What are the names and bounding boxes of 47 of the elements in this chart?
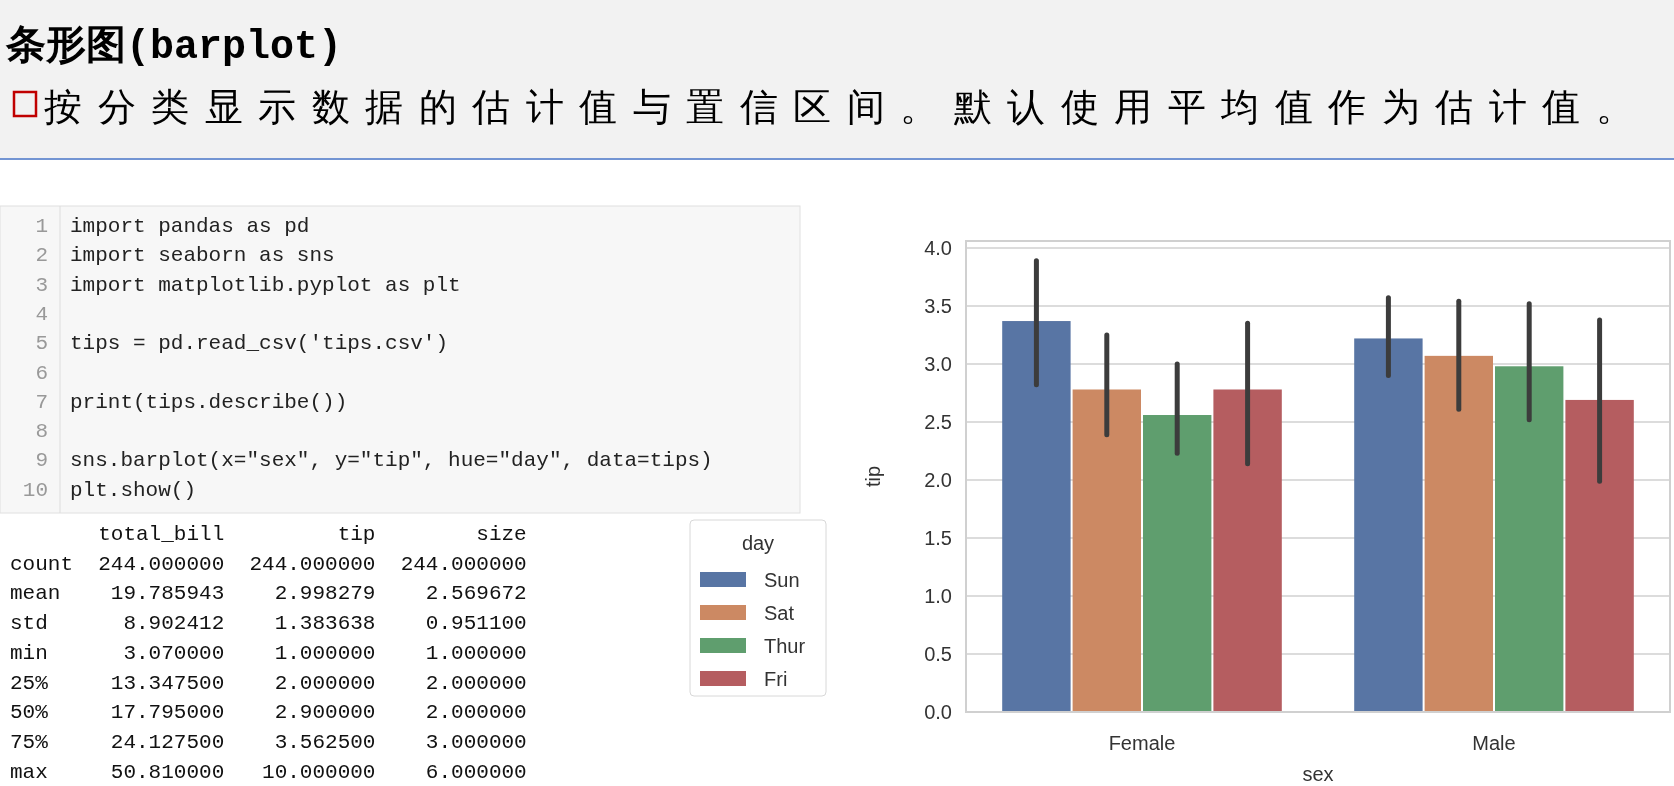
text: 10 plt.show(): [22, 478, 197, 502]
text: 3 import matplotlib.pyplot as plt: [35, 273, 461, 297]
bar: [1002, 321, 1071, 712]
x-tick-label: Female: [1108, 732, 1176, 754]
y-tick-label: 1.5: [924, 526, 952, 549]
text: 7 print(tips.describe()): [35, 390, 348, 414]
text: 2 import seaborn as sns: [35, 244, 335, 268]
text: 6: [35, 361, 48, 385]
chart-subtitle: 按分类显示数据的估计值与置信区间。默认使用平均值作为估计值。: [44, 86, 1634, 128]
text: 5 tips = pd.read_csv('tips.csv'): [35, 332, 449, 356]
text: max 50.810000 10.000000 6.000000: [10, 760, 527, 784]
text: total_bill tip size: [10, 523, 527, 546]
y-tick-label: 2.5: [924, 410, 952, 433]
bar: [1143, 415, 1212, 712]
text: min 3.070000 1.000000 1.000000: [10, 641, 527, 665]
y-tick-label: 4.0: [924, 236, 952, 259]
legend-label: Sun: [764, 569, 800, 591]
bar: [1565, 399, 1634, 712]
bar: [1354, 338, 1423, 712]
legend-label: Sat: [764, 602, 795, 624]
y-tick-label: 3.5: [924, 294, 952, 317]
text: 25% 13.347500 2.000000 2.000000: [10, 671, 527, 695]
legend-label: Thur: [764, 635, 806, 657]
y-tick-label: 0.0: [924, 701, 952, 723]
bar: [1495, 366, 1564, 712]
text: 75% 24.127500 3.562500 3.000000: [10, 730, 527, 754]
y-tick-label: 0.5: [924, 643, 952, 665]
legend-label: Fri: [764, 668, 788, 690]
text: mean 19.785943 2.998279 2.569672: [10, 582, 527, 606]
bar: [1072, 389, 1141, 712]
y-axis-title: tip: [862, 465, 884, 488]
text: 1 import pandas as pd: [35, 215, 310, 238]
bar: [1424, 355, 1493, 712]
text: std 8.902412 1.383638 0.951100: [10, 612, 527, 636]
legend-title: day: [741, 532, 775, 554]
y-tick-label: 2.0: [924, 468, 952, 491]
text: 4: [35, 302, 48, 326]
bar: [1213, 389, 1282, 712]
text: count 244.000000 244.000000 244.000000: [10, 552, 527, 576]
y-tick-label: 3.0: [924, 352, 952, 375]
x-axis-title: sex: [1302, 763, 1334, 785]
text: 9 sns.barplot(x="sex", y="tip", hue="day", data=tips): [35, 449, 713, 473]
text: 8: [35, 420, 48, 444]
x-tick-label: Male: [1472, 732, 1516, 754]
text: 50% 17.795000 2.900000 2.000000: [10, 701, 527, 725]
y-tick-label: 1.0: [924, 584, 952, 607]
text: 条形图(barplot): [5, 25, 343, 70]
